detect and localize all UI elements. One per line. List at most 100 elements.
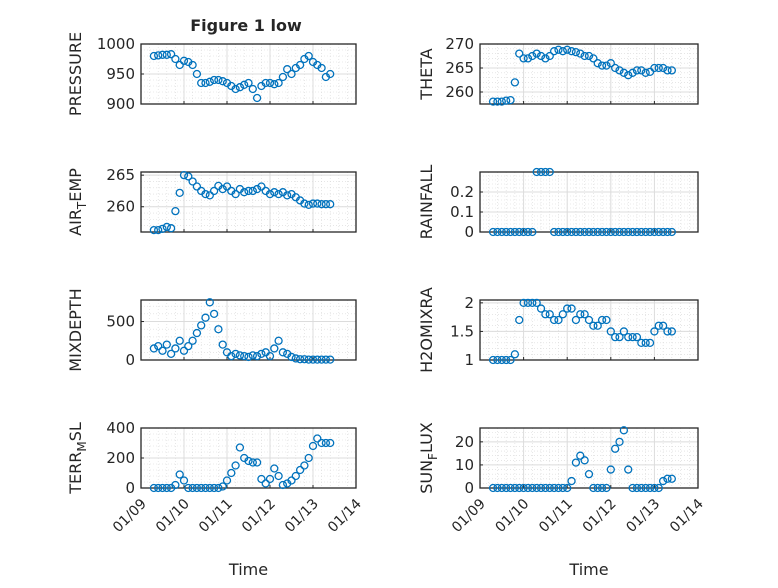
data-point [192,69,202,79]
y-axis-label: THETA [417,48,436,100]
data-point [158,50,167,59]
axes-box [479,299,699,361]
data-point [536,167,546,177]
data-point [201,313,210,322]
data-point [667,227,676,237]
data-point [317,438,326,448]
y-tick-label: 950 [106,65,135,83]
data-point [628,332,637,342]
data-point [541,310,550,319]
data-point [667,327,676,336]
data-point [209,483,219,493]
data-point [519,298,528,308]
data-point [624,227,633,237]
data-point [658,476,668,486]
data-point [576,49,585,58]
axes-box [140,171,357,233]
data-point [321,438,331,448]
data-point [597,61,607,70]
data-point [270,464,279,473]
x-tick-label: 01/13 [623,496,663,536]
data-point [313,434,322,443]
subplot-pressure: 900 950 1000 PRESSURE [66,32,357,116]
data-point [615,227,624,237]
data-point [580,51,589,61]
data-point [580,310,589,319]
data-point [497,355,506,365]
data-point [624,465,633,474]
data-point [602,61,611,70]
data-point [606,227,615,237]
data-point [179,171,189,180]
data-point [154,51,163,60]
data-point [589,321,598,330]
data-point [541,54,550,63]
data-point [654,483,663,493]
x-tick-label: 01/10 [153,496,193,536]
data-point [650,63,659,73]
data-point [321,355,331,364]
data-point [519,483,528,493]
data-point [287,352,296,362]
data-point [278,72,288,82]
data-point [261,78,270,88]
data-point [252,352,262,361]
data-point [580,227,589,237]
data-point [248,186,257,196]
data-point [274,471,283,481]
data-point [545,310,554,319]
data-point [295,60,305,70]
data-point [576,310,585,319]
subplot-h2omixra: 1 1.5 2 H2OMIXRA [417,287,699,373]
data-point [184,172,193,181]
data-point [571,227,581,237]
data-point [632,227,642,237]
data-point [270,344,279,353]
data-point [488,483,498,493]
axes-box [479,171,699,233]
data-point [162,50,171,59]
data-point [628,483,637,493]
data-point [257,474,266,484]
data-point [300,355,309,364]
data-point [192,182,202,191]
data-point [632,483,642,493]
data-point [576,227,585,237]
data-point [597,315,607,325]
data-point [584,470,594,479]
data-point [558,483,567,493]
data-point [304,453,313,463]
y-axis-label: PRESSURE [66,32,85,116]
subplot-rainfall: 0 0.1 0.2 RAINFALL [417,165,699,241]
data-point [261,479,270,488]
data-point [300,461,309,470]
data-point [615,437,624,446]
data-point [291,354,300,363]
data-point [606,59,615,68]
subplot-theta: 260 265 270 THETA [417,35,699,106]
data-point [171,344,180,353]
data-point [567,476,576,486]
data-point [558,310,567,319]
y-axis-label: RAINFALL [417,165,436,240]
data-point [558,227,567,237]
data-point [270,80,279,89]
data-point [231,189,240,199]
data-point [149,344,159,353]
data-point [632,66,642,75]
data-point [611,227,620,237]
data-point [149,483,159,493]
data-point [549,315,559,325]
x-tick-label: 01/12 [239,496,279,536]
data-point [218,77,227,86]
data-point [637,338,646,348]
data-point [205,191,214,200]
data-point [502,227,511,237]
data-point [188,483,197,493]
subplot-sun-flux: 01/09 01/10 01/11 01/12 01/13 01/14 0 10 20 SUNFL… [417,422,707,579]
data-point [149,51,159,61]
data-point [628,68,637,77]
data-point [663,327,672,336]
data-point [158,224,167,233]
